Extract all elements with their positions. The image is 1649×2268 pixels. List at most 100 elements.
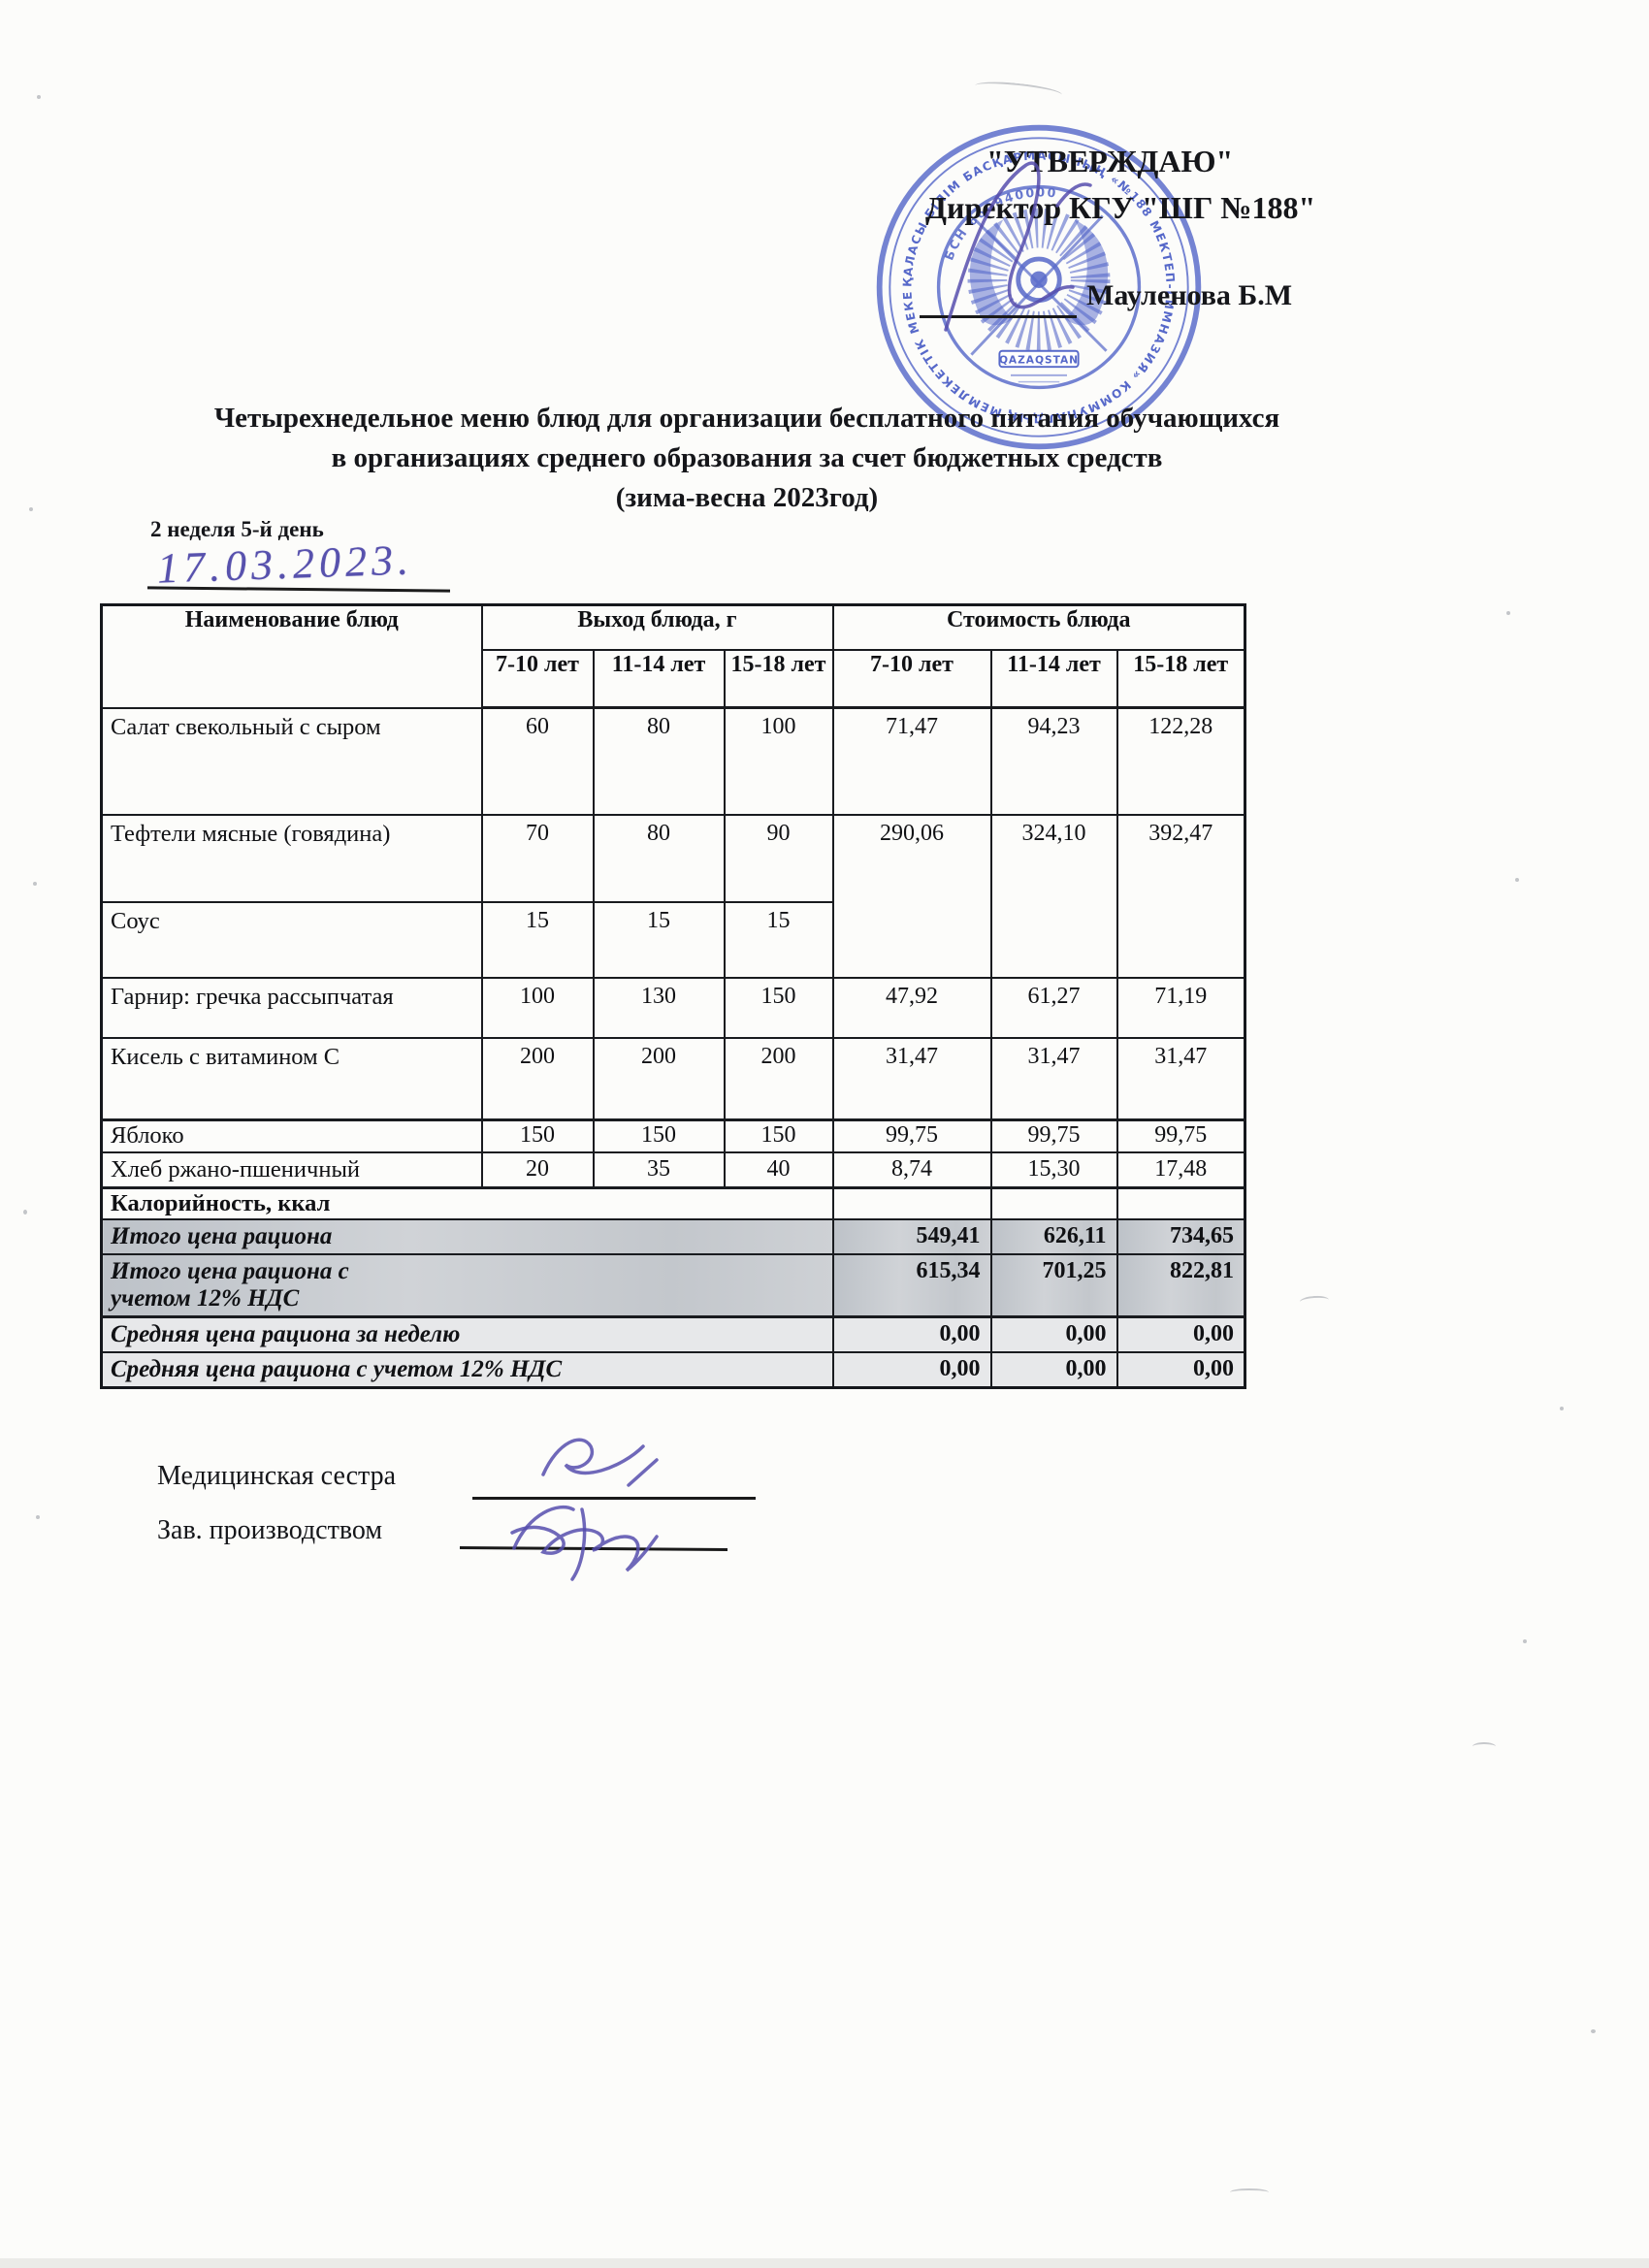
output-value-cell: 35	[592, 1150, 726, 1189]
title-line-1: Четырехнедельное меню блюд для организац…	[213, 403, 1280, 434]
table-row: Тефтели мясные (говядина) 70 80 90 290,0…	[100, 813, 1246, 979]
table-row: Кисель с витамином С 200 200 200 31,47 3…	[100, 1036, 1246, 1121]
cost-value-cell: 122,28	[1116, 706, 1246, 816]
summary-label-cell: Средняя цена рациона за неделю	[100, 1315, 834, 1353]
scan-speck	[36, 1515, 40, 1519]
approval-quote: "УТВЕРЖДАЮ"	[986, 144, 1234, 178]
header-age-cost-1: 7-10 лет	[831, 648, 992, 709]
nurse-signature-line	[472, 1497, 756, 1500]
summary-value-cell: 0,00	[989, 1351, 1118, 1389]
output-value-cell: 200	[723, 1036, 834, 1121]
cost-value-cell: 71,19	[1116, 976, 1246, 1039]
nurse-signature-ink	[541, 1438, 659, 1487]
table-row: Яблоко 150 150 150 99,75 99,75 99,75	[100, 1118, 1246, 1153]
output-value-cell: 20	[480, 1150, 595, 1189]
production-signature-ink	[510, 1505, 659, 1581]
scan-speck	[1560, 1407, 1564, 1410]
approval-director-line: Директор КГУ "ШГ №188"	[925, 190, 1316, 225]
summary-value-cell: 0,00	[1116, 1315, 1246, 1353]
summary-value-cell: 615,34	[831, 1252, 992, 1318]
output-value-cell: 130	[592, 976, 726, 1039]
scan-smudge	[1472, 1742, 1496, 1751]
output-value-cell: 15	[480, 900, 595, 979]
cost-value-cell: 99,75	[831, 1118, 992, 1153]
table-row: Соус 15 15 15	[100, 900, 1245, 979]
header-age-out-1: 7-10 лет	[480, 648, 595, 709]
table-row: Гарнир: гречка рассыпчатая 100 130 150 4…	[100, 976, 1246, 1039]
output-value-cell: 70	[480, 813, 595, 903]
output-value-cell: 100	[480, 976, 595, 1039]
output-value-cell: 200	[592, 1036, 726, 1121]
scan-speck	[1506, 611, 1510, 615]
output-value-cell: 200	[480, 1036, 595, 1121]
summary-label-cell: Итого цена рациона	[100, 1217, 834, 1255]
table-row: Хлеб ржано-пшеничный 20 35 40 8,74 15,30…	[100, 1150, 1246, 1189]
calories-empty-cell	[1116, 1186, 1246, 1220]
header-age-cost-2: 11-14 лет	[989, 648, 1118, 709]
dish-name-cell: Яблоко	[100, 1118, 483, 1153]
cost-value-cell: 31,47	[989, 1036, 1118, 1121]
menu-table: Наименование блюд Выход блюда, г Стоимос…	[100, 603, 1246, 1389]
cost-value-cell: 99,75	[989, 1118, 1118, 1153]
summary-value-cell: 549,41	[831, 1217, 992, 1255]
output-value-cell: 80	[592, 706, 726, 816]
header-age-out-3: 15-18 лет	[723, 648, 834, 709]
title-line-3: (зима-весна 2023год)	[615, 482, 879, 513]
summary-value-cell: 626,11	[989, 1217, 1118, 1255]
dish-name-cell: Соус	[100, 900, 483, 979]
summary-label-cell: Средняя цена рациона с учетом 12% НДС	[100, 1351, 834, 1389]
production-role-label: Зав. производством	[157, 1515, 383, 1545]
summary-value-cell: 0,00	[831, 1351, 992, 1389]
stamp-banner-text: QAZAQSTAN	[999, 353, 1079, 366]
cost-value-cell: 324,10	[989, 813, 1118, 979]
output-value-cell: 150	[592, 1118, 726, 1153]
summary-value-cell: 0,00	[989, 1315, 1118, 1353]
scan-speck	[1591, 2029, 1596, 2033]
output-value-cell: 15	[592, 900, 726, 979]
summary-row-week-average: Средняя цена рациона за неделю 0,00 0,00…	[100, 1315, 1246, 1353]
header-age-cost-3: 15-18 лет	[1116, 648, 1246, 709]
summary-value-cell: 734,65	[1116, 1217, 1246, 1255]
stamp-rings	[876, 124, 1202, 450]
header-cost-group: Стоимость блюда	[831, 603, 1246, 651]
summary-value-cell: 0,00	[1116, 1351, 1246, 1389]
header-output-group: Выход блюда, г	[480, 603, 834, 651]
table-row: Салат свекольный с сыром 60 80 100 71,47…	[100, 706, 1246, 816]
cost-value-cell: 47,92	[831, 976, 992, 1039]
nurse-role-label: Медицинская сестра	[157, 1461, 397, 1491]
output-value-cell: 80	[592, 813, 726, 903]
scan-bottom-edge	[0, 2258, 1649, 2268]
dish-name-cell: Тефтели мясные (говядина)	[100, 813, 483, 903]
table-header-groups: Наименование блюд Выход блюда, г Стоимос…	[100, 603, 1246, 709]
scan-speck	[1515, 878, 1519, 882]
dish-name-cell: Кисель с витамином С	[100, 1036, 483, 1121]
output-value-cell: 15	[723, 900, 834, 979]
scan-speck	[23, 1210, 27, 1215]
cost-value-cell: 31,47	[1116, 1036, 1246, 1121]
scan-smudge	[1299, 1294, 1330, 1308]
output-value-cell: 150	[723, 1118, 834, 1153]
calories-empty-cell	[831, 1186, 992, 1220]
summary-row-week-average-vat: Средняя цена рациона с учетом 12% НДС 0,…	[100, 1351, 1246, 1389]
cost-value-cell: 17,48	[1116, 1150, 1246, 1189]
summary-value-cell: 0,00	[831, 1315, 992, 1353]
title-line-2: в организациях среднего образования за с…	[331, 442, 1163, 473]
cost-value-cell: 392,47	[1116, 813, 1246, 979]
handwritten-date: 17.03.2023.	[156, 535, 414, 593]
cost-value-cell: 94,23	[989, 706, 1118, 816]
cost-value-cell: 71,47	[831, 706, 992, 816]
summary-row-total-vat: Итого цена рациона с учетом 12% НДС 615,…	[100, 1252, 1246, 1318]
dish-name-cell: Гарнир: гречка рассыпчатая	[100, 976, 483, 1039]
cost-value-cell: 99,75	[1116, 1118, 1246, 1153]
production-signature-line	[459, 1546, 728, 1551]
cost-value-cell: 31,47	[831, 1036, 992, 1121]
calories-empty-cell	[989, 1186, 1118, 1220]
approval-signatory: Мауленова Б.М	[1086, 279, 1293, 311]
scan-speck	[37, 95, 41, 99]
director-signature-line	[920, 315, 1077, 318]
dish-name-cell: Салат свекольный с сыром	[100, 706, 483, 816]
summary-label-cell: Итого цена рациона с учетом 12% НДС	[100, 1252, 834, 1318]
scan-smudge	[1230, 2188, 1269, 2196]
output-value-cell: 150	[480, 1118, 595, 1153]
